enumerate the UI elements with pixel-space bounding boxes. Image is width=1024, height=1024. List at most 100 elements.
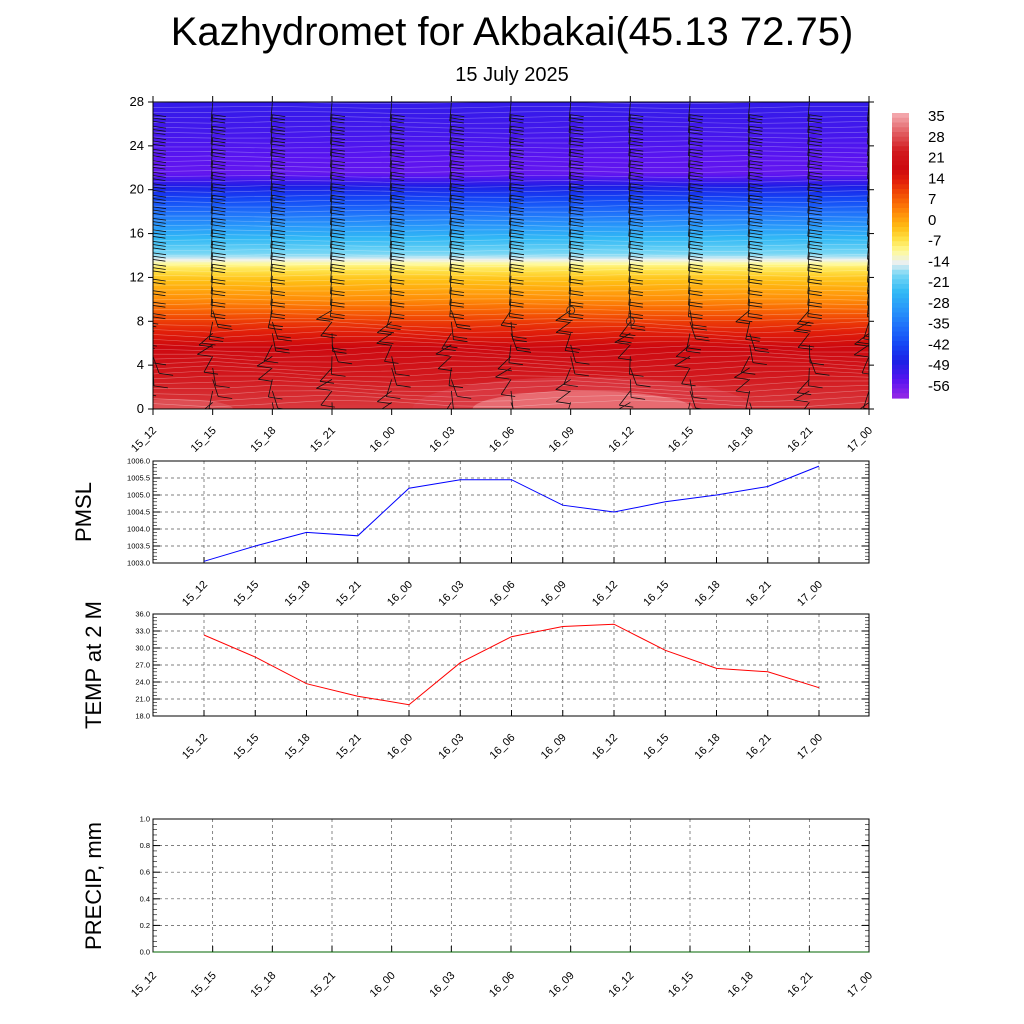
field-band [153,285,869,289]
wind-barb-feather [211,143,226,147]
wind-barb-feather [390,229,405,233]
warm-core-inner [472,391,693,409]
wind-barb-shaft [688,103,691,122]
wind-barb-feather [628,175,644,178]
wind-barb-feather [450,171,465,175]
x-tick-label: 16_15 [666,425,696,455]
field-band [153,156,869,160]
wind-barb-feather [569,132,584,135]
wind-barb-feather [569,160,584,163]
colorbar-segment [892,113,909,119]
wind-barb-feather [450,194,465,198]
wind-barb-feather [390,206,405,210]
wind-barb-feather [867,217,869,219]
field-band [153,222,869,226]
wind-barb-feather [390,151,405,155]
wind-barb-feather [501,394,516,397]
wind-barb-feather [449,209,465,213]
x-tick-label: 16_00 [368,970,398,1000]
y-tick-label: 36.0 [135,610,150,619]
wind-barb-feather [270,189,285,193]
wind-barb-feather [628,117,644,121]
wind-barb-feather [153,252,167,256]
wind-barb-feather [270,209,286,213]
y-tick-label: 0.4 [140,894,150,903]
wind-barb-feather [748,313,763,316]
wind-barb-feather [569,240,584,244]
wind-barb-feather [390,125,405,129]
wind-barb-feather [748,171,763,175]
wind-barb-feather [509,155,524,158]
plot-frame [152,613,870,717]
wind-barb-shaft [797,333,810,348]
colorbar-segment [892,227,909,233]
wind-barb-feather [748,143,763,147]
wind-barb-feather [509,267,524,270]
chart-title: Kazhydromet for Akbakai(45.13 72.75) [170,10,854,54]
wind-barb-shaft [389,103,393,122]
x-tick-label: 16_09 [539,579,569,609]
colorbar-segment [892,369,909,375]
field-band [153,270,869,273]
wind-barb-feather [807,258,822,262]
wind-barb-feather [153,175,166,178]
colorbar-segment [892,217,909,223]
colorbar-segment [892,317,909,323]
wind-barb-feather [333,420,347,422]
contour-line [153,283,869,287]
wind-barb-feather [509,114,525,117]
wind-barb-feather [270,293,285,297]
colorbar-segment [892,184,909,190]
wind-barb-feather [874,328,888,330]
wind-barb-feather [569,198,584,201]
wind-barb-feather [867,148,869,150]
wind-barb-feather [738,319,753,323]
wind-barb-feather [629,183,644,186]
wind-barb-feather [497,368,513,372]
wind-barb-feather [688,252,704,256]
wind-barb-feather [211,175,226,178]
wind-barb-feather [390,128,405,132]
wind-barb-feather [153,362,167,366]
wind-barb-shaft [510,402,514,409]
field-band [153,247,869,250]
wind-barb-feather [435,353,450,357]
wind-barb-feather [211,258,226,262]
wind-barb-feather [271,137,286,140]
field-band [153,333,869,336]
wind-barb-feather [153,160,167,163]
wind-barb-feather [807,166,822,170]
field-band [153,123,869,126]
wind-barb-feather [569,217,584,221]
field-band [153,236,869,239]
wind-barb-feather [688,316,703,320]
x-tick-label: 16_12 [590,732,620,762]
y-tick-label: 8 [137,313,144,328]
wind-barb-shaft [808,344,811,363]
wind-barb-feather [569,281,584,285]
wind-barb-feather [688,178,703,181]
field-band [153,295,869,298]
wind-barb-feather [271,125,286,129]
wind-barb-feather [390,290,405,293]
field-band [153,347,869,350]
wind-barb-feather [153,263,167,267]
wind-barb-feather [332,347,347,351]
colorbar-label: -14 [928,253,950,270]
wind-barb-feather [688,117,703,121]
wind-barb-feather [569,163,584,167]
wind-barb-feather [211,293,226,297]
wind-barb-feather [159,372,174,376]
wind-barb-feather [199,414,213,416]
x-tick-label: 15_21 [308,425,338,455]
wind-barb-feather [330,263,346,267]
wind-barb-feather [218,327,233,330]
wind-barb-feather [628,212,643,216]
wind-barb-feather [153,183,167,186]
wind-barb-feather [509,151,524,155]
wind-barb-feather [569,258,584,262]
wind-barb-shaft [861,356,869,374]
wind-barb-feather [628,143,643,147]
colorbar-segment [892,303,909,309]
colorbar-segment [892,151,909,157]
